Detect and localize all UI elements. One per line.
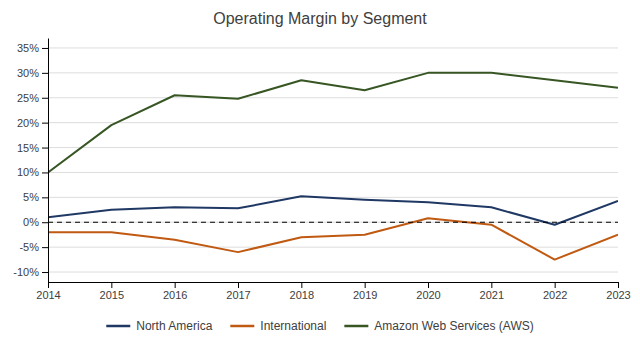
y-tick: 30%	[17, 67, 48, 79]
legend-item: International	[230, 319, 326, 333]
grid-line	[48, 97, 618, 98]
y-tick-mark	[42, 48, 48, 49]
y-tick-mark	[42, 272, 48, 273]
y-tick-mark	[42, 222, 48, 223]
x-tick-mark	[555, 282, 556, 288]
series-line	[48, 73, 618, 173]
x-tick: 2016	[163, 282, 187, 301]
legend-label: International	[260, 319, 326, 333]
y-tick-mark	[42, 123, 48, 124]
title: Operating Margin by Segment	[213, 10, 427, 27]
y-tick: 0%	[23, 216, 48, 228]
grid-line	[48, 222, 618, 223]
grid-line	[48, 147, 618, 148]
x-tick-mark	[48, 282, 49, 288]
grid-line	[48, 122, 618, 123]
y-tick-mark	[42, 148, 48, 149]
x-tick-label: 2017	[226, 289, 250, 301]
x-tick: 2022	[543, 282, 567, 301]
y-tick-mark	[42, 98, 48, 99]
x-tick-label: 2019	[353, 289, 377, 301]
y-tick-label: 20%	[17, 117, 39, 129]
grid-line	[48, 272, 618, 273]
x-tick: 2017	[226, 282, 250, 301]
y-tick-label: 10%	[17, 166, 39, 178]
x-axis: 2014 2015 2016 2017 2018 2019 2020 2021 2022 2023	[36, 282, 630, 301]
x-tick-label: 2021	[480, 289, 504, 301]
y-tick-label: -5%	[19, 241, 39, 253]
y-tick: 15%	[17, 142, 48, 154]
y-tick-label: 35%	[17, 42, 39, 54]
y-tick-mark	[42, 73, 48, 74]
x-tick-label: 2020	[416, 289, 440, 301]
y-tick-mark	[42, 197, 48, 198]
grid-line	[48, 47, 618, 48]
y-axis: -10% -5% 0% 5% 10% 15% 20% 25% 30% 35%	[13, 39, 48, 283]
x-tick-mark	[428, 282, 429, 288]
x-tick-mark	[175, 282, 176, 288]
x-tick-mark	[618, 282, 619, 288]
legend-swatch	[106, 325, 130, 328]
y-tick-label: 15%	[17, 142, 39, 154]
y-tick-label: 5%	[23, 191, 39, 203]
x-tick-label: 2022	[543, 289, 567, 301]
legend: North America International Amazon Web Ser…	[106, 319, 533, 333]
y-tick-mark	[42, 172, 48, 173]
legend-swatch	[344, 325, 368, 328]
x-tick: 2018	[290, 282, 314, 301]
legend-swatch	[230, 325, 254, 328]
x-tick-mark	[301, 282, 302, 288]
y-tick: -10%	[13, 266, 48, 278]
x-tick: 2019	[353, 282, 377, 301]
x-tick: 2015	[100, 282, 124, 301]
chart: Operating Margin by Segment -10% -5% 0% 5% 10…	[0, 0, 640, 344]
x-tick-label: 2015	[100, 289, 124, 301]
y-tick: 20%	[17, 117, 48, 129]
x-tick-mark	[111, 282, 112, 288]
x-axis-line	[49, 282, 619, 283]
grid	[48, 48, 618, 272]
x-tick-label: 2018	[290, 289, 314, 301]
zero-line	[48, 222, 618, 223]
legend-label: North America	[136, 319, 212, 333]
x-tick: 2021	[480, 282, 504, 301]
x-tick-mark	[365, 282, 366, 288]
x-tick: 2014	[36, 282, 60, 301]
y-tick: -5%	[19, 241, 48, 253]
series-line	[48, 196, 618, 224]
grid-line	[48, 172, 618, 173]
legend-item: Amazon Web Services (AWS)	[344, 319, 533, 333]
legend-item: North America	[106, 319, 212, 333]
x-tick-mark	[491, 282, 492, 288]
series-line	[48, 218, 618, 259]
x-tick-label: 2016	[163, 289, 187, 301]
y-axis-line	[48, 39, 49, 283]
y-tick-label: 0%	[23, 216, 39, 228]
y-tick: 5%	[23, 191, 48, 203]
legend-label: Amazon Web Services (AWS)	[374, 319, 533, 333]
y-tick: 10%	[17, 166, 48, 178]
y-tick: 35%	[17, 42, 48, 54]
y-tick: 25%	[17, 92, 48, 104]
x-tick: 2020	[416, 282, 440, 301]
y-tick-label: 30%	[17, 67, 39, 79]
y-tick-label: -10%	[13, 266, 39, 278]
x-tick-label: 2014	[36, 289, 60, 301]
plot-area	[48, 73, 618, 260]
y-tick-label: 25%	[17, 92, 39, 104]
y-tick-mark	[42, 247, 48, 248]
x-tick-mark	[238, 282, 239, 288]
x-tick: 2023	[606, 282, 630, 301]
x-tick-label: 2023	[606, 289, 630, 301]
grid-line	[48, 72, 618, 73]
